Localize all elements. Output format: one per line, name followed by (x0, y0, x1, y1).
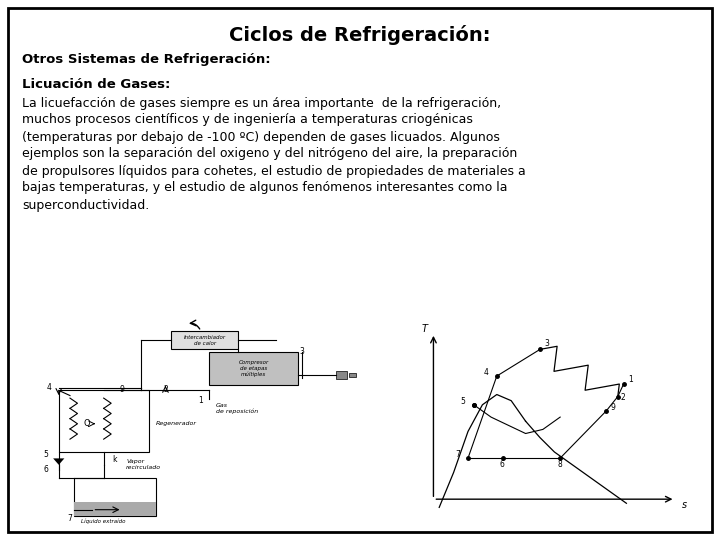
Text: Vapor
recirculado: Vapor recirculado (126, 460, 161, 470)
Text: s: s (681, 501, 687, 510)
Text: Gas
de reposición: Gas de reposición (216, 403, 258, 414)
Polygon shape (53, 458, 64, 465)
Text: Compresor
de etapas
múltiples: Compresor de etapas múltiples (238, 360, 269, 377)
Text: 1: 1 (199, 396, 203, 405)
Text: ejemplos son la separación del oxigeno y del nitrógeno del aire, la preparación: ejemplos son la separación del oxigeno y… (22, 147, 517, 160)
Text: Regenerador: Regenerador (156, 421, 197, 426)
Text: 8: 8 (557, 461, 562, 469)
Text: 5: 5 (461, 397, 466, 406)
Text: La licuefacción de gases siempre es un área importante  de la refrigeración,: La licuefacción de gases siempre es un á… (22, 97, 501, 110)
Text: 6: 6 (43, 465, 48, 475)
Bar (349, 373, 356, 377)
Text: Licuación de Gases:: Licuación de Gases: (22, 78, 171, 91)
Text: Otros Sistemas de Refrigeración:: Otros Sistemas de Refrigeración: (22, 53, 271, 66)
Text: Líquido extraído: Líquido extraído (81, 518, 126, 524)
Text: Ciclos de Refrigeración:: Ciclos de Refrigeración: (229, 25, 491, 45)
Text: 3: 3 (544, 339, 549, 348)
Text: T: T (422, 324, 428, 334)
Text: Q: Q (84, 419, 90, 428)
Text: 4: 4 (484, 368, 489, 377)
Text: 6: 6 (500, 461, 505, 469)
Bar (73, 477, 156, 516)
Text: muchos procesos científicos y de ingeniería a temperaturas criogénicas: muchos procesos científicos y de ingenie… (22, 113, 473, 126)
Text: 4: 4 (47, 383, 52, 393)
Bar (336, 371, 347, 379)
Bar (73, 502, 156, 516)
Text: 5: 5 (43, 450, 48, 459)
Text: 1: 1 (628, 375, 633, 384)
Text: 9: 9 (611, 403, 616, 412)
Text: 7: 7 (68, 514, 73, 523)
Text: de propulsores líquidos para cohetes, el estudio de propiedades de materiales a: de propulsores líquidos para cohetes, el… (22, 165, 526, 178)
Text: 2: 2 (163, 384, 168, 394)
Text: k: k (112, 455, 117, 464)
Text: Intercambiador
de calor: Intercambiador de calor (184, 335, 226, 346)
Bar (59, 390, 148, 452)
Text: superconductividad.: superconductividad. (22, 199, 149, 212)
Text: 2: 2 (621, 393, 626, 402)
Text: (temperaturas por debajo de -100 ºC) dependen de gases licuados. Algunos: (temperaturas por debajo de -100 ºC) dep… (22, 131, 500, 144)
Text: bajas temperaturas, y el estudio de algunos fenómenos interesantes como la: bajas temperaturas, y el estudio de algu… (22, 181, 508, 194)
Bar (209, 352, 298, 386)
Text: 7: 7 (455, 450, 460, 459)
Text: 9: 9 (120, 384, 125, 394)
Bar (171, 332, 238, 349)
Text: 3: 3 (300, 347, 305, 356)
